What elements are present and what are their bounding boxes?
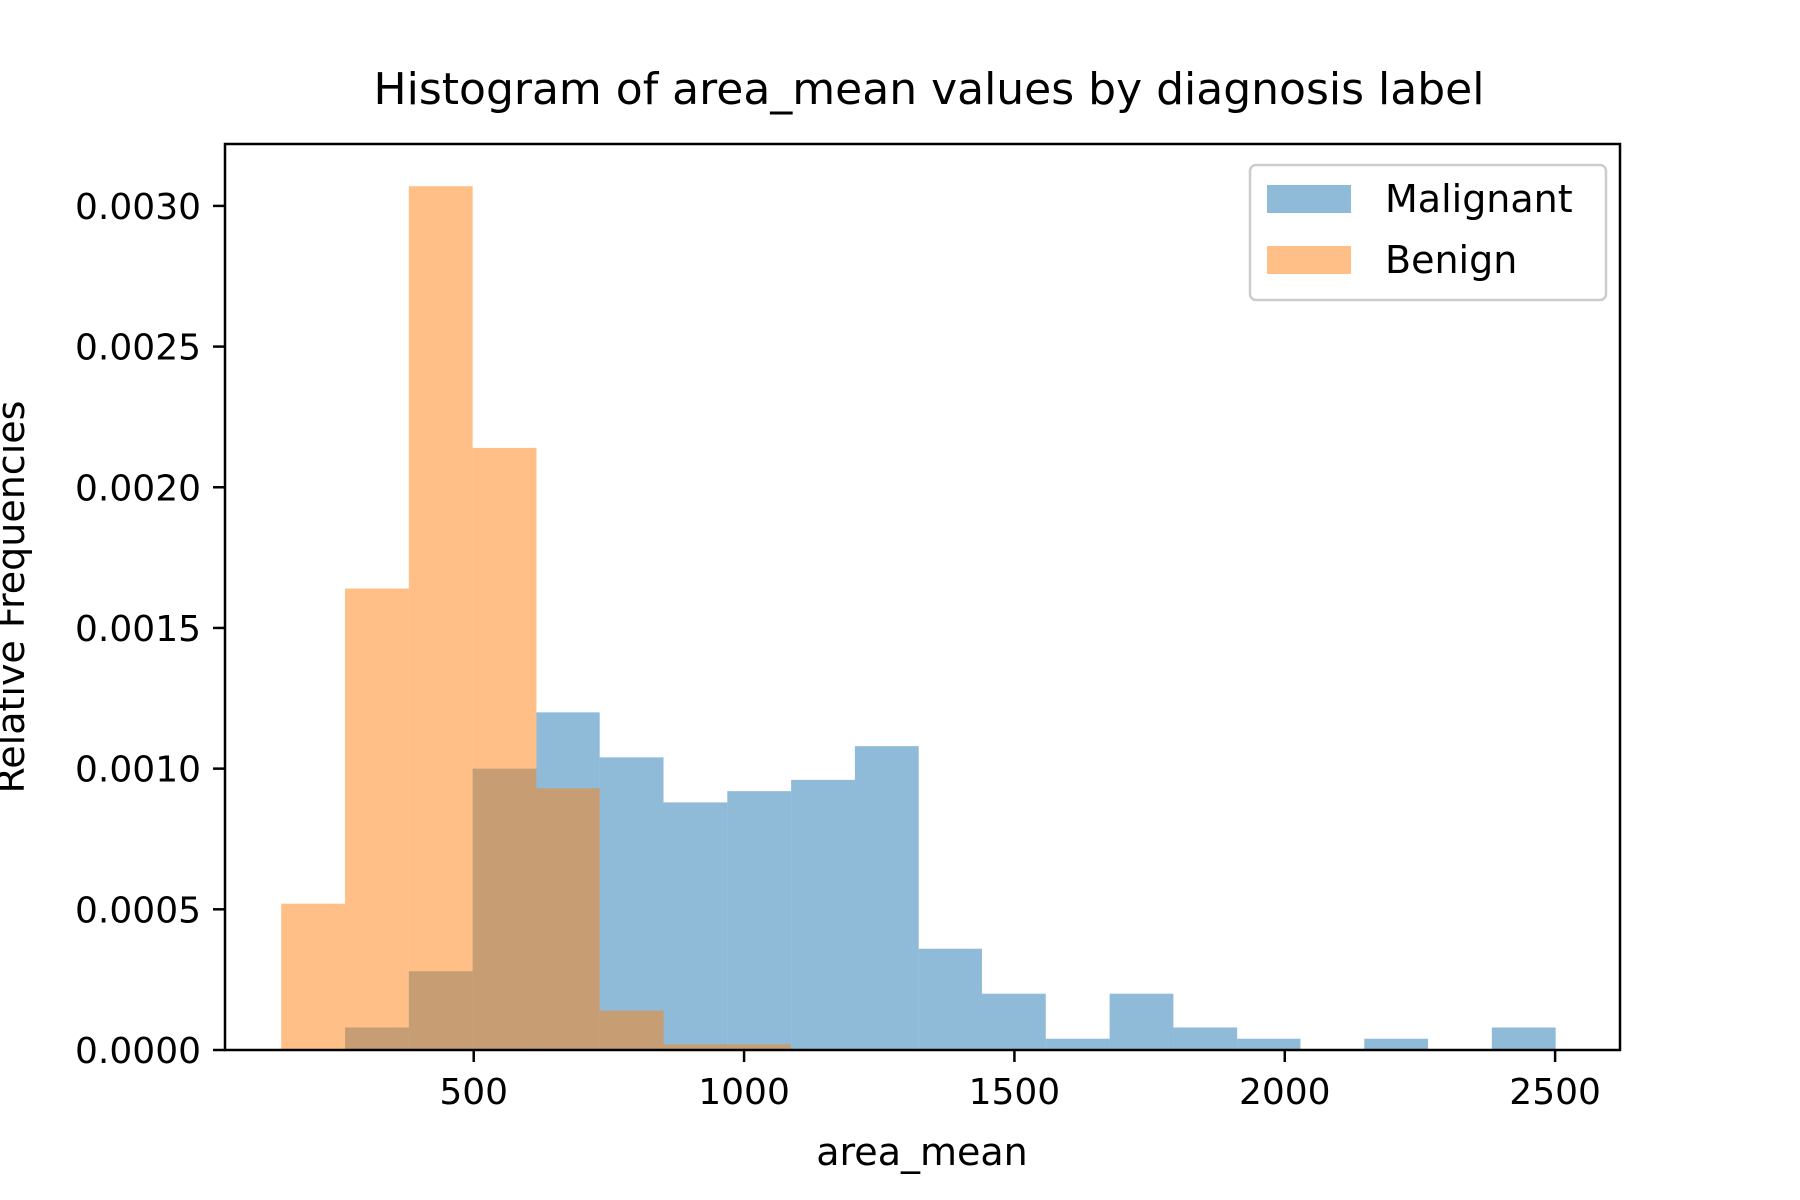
y-tick-label: 0.0025 bbox=[75, 328, 201, 369]
legend-swatch-malignant bbox=[1267, 185, 1351, 213]
malignant-bar bbox=[854, 746, 919, 1050]
malignant-bar bbox=[727, 791, 792, 1050]
y-tick-label: 0.0015 bbox=[75, 609, 201, 650]
legend-label-malignant: Malignant bbox=[1385, 177, 1573, 221]
x-tick-label: 500 bbox=[439, 1072, 508, 1113]
benign-bar bbox=[727, 1044, 792, 1050]
malignant-bar bbox=[791, 779, 855, 1050]
benign-bar bbox=[281, 903, 346, 1050]
y-tick-label: 0.0020 bbox=[75, 468, 201, 509]
malignant-bar bbox=[1109, 993, 1174, 1050]
malignant-bar bbox=[1237, 1038, 1301, 1050]
legend-label-benign: Benign bbox=[1385, 238, 1517, 282]
x-tick-label: 1000 bbox=[698, 1072, 790, 1113]
x-axis-label: area_mean bbox=[816, 1130, 1028, 1174]
y-tick-label: 0.0030 bbox=[75, 187, 201, 228]
y-tick-label: 0.0005 bbox=[75, 890, 201, 931]
benign-bar bbox=[599, 1010, 664, 1050]
bars-layer bbox=[281, 186, 1556, 1051]
benign-bar bbox=[472, 447, 537, 1051]
legend: Malignant Benign bbox=[1248, 163, 1608, 302]
malignant-bar bbox=[918, 948, 982, 1050]
plot-frame bbox=[223, 142, 1622, 1052]
x-tick-label: 2000 bbox=[1239, 1072, 1331, 1113]
x-axis: 500 1000 1500 2000 2500 bbox=[439, 1050, 1601, 1113]
malignant-bar bbox=[1364, 1038, 1429, 1050]
benign-bar bbox=[345, 588, 409, 1050]
chart-title: Histogram of area_mean values by diagnos… bbox=[374, 64, 1485, 115]
y-tick-label: 0.0000 bbox=[75, 1031, 201, 1072]
benign-bar bbox=[663, 1044, 728, 1050]
y-axis: 0.0000 0.0005 0.0010 0.0015 0.0020 0.0025 0.00… bbox=[75, 187, 225, 1072]
malignant-bar bbox=[1045, 1038, 1110, 1050]
malignant-bar bbox=[1491, 1027, 1556, 1050]
x-tick-label: 2500 bbox=[1509, 1072, 1601, 1113]
legend-swatch-benign bbox=[1267, 246, 1351, 274]
x-tick-label: 1500 bbox=[969, 1072, 1061, 1113]
malignant-bar bbox=[599, 757, 664, 1050]
malignant-bar bbox=[1173, 1027, 1238, 1050]
benign-bar bbox=[408, 186, 473, 1051]
y-axis-label: Relative Frequencies bbox=[0, 401, 33, 794]
y-tick-label: 0.0010 bbox=[75, 750, 201, 791]
benign-bar bbox=[536, 788, 600, 1050]
malignant-bar bbox=[663, 802, 728, 1050]
malignant-bar bbox=[981, 993, 1046, 1050]
